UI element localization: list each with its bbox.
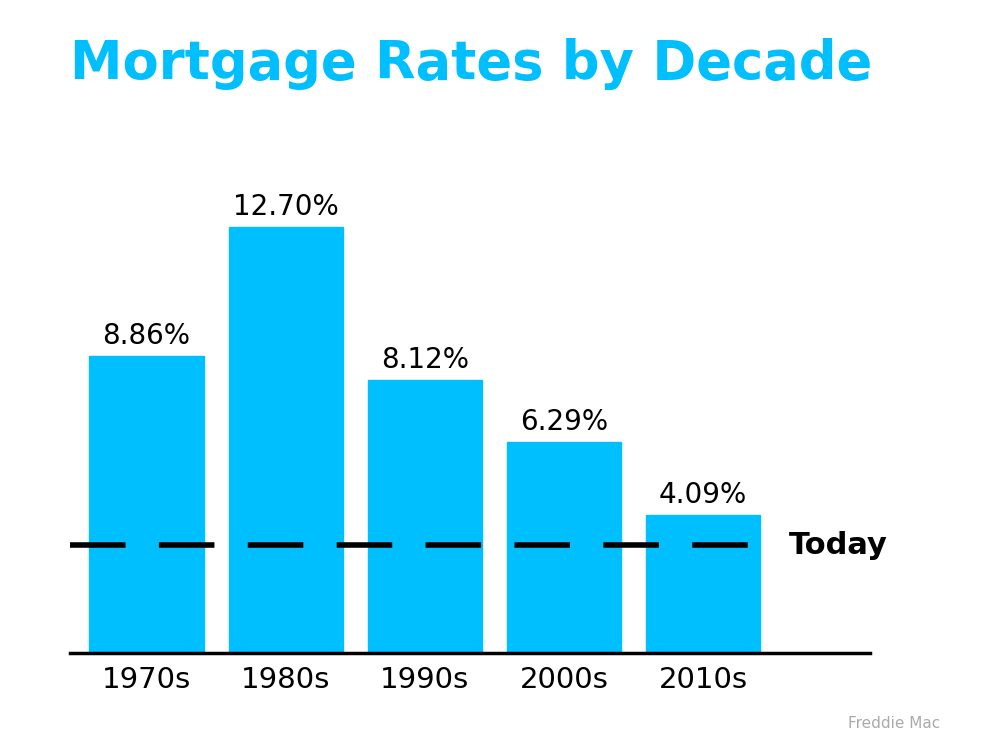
Text: Mortgage Rates by Decade: Mortgage Rates by Decade	[70, 38, 872, 89]
Text: Freddie Mac: Freddie Mac	[848, 716, 940, 731]
Bar	[89, 356, 204, 652]
Text: Today: Today	[789, 531, 888, 560]
Text: 12.70%: 12.70%	[233, 193, 339, 221]
Text: 6.29%: 6.29%	[520, 408, 608, 436]
Bar	[229, 227, 343, 652]
Text: 8.12%: 8.12%	[381, 346, 469, 374]
Bar	[646, 515, 760, 652]
Bar	[507, 442, 621, 652]
Text: 8.86%: 8.86%	[103, 322, 191, 350]
Text: 4.09%: 4.09%	[659, 482, 747, 509]
Bar	[368, 380, 482, 652]
